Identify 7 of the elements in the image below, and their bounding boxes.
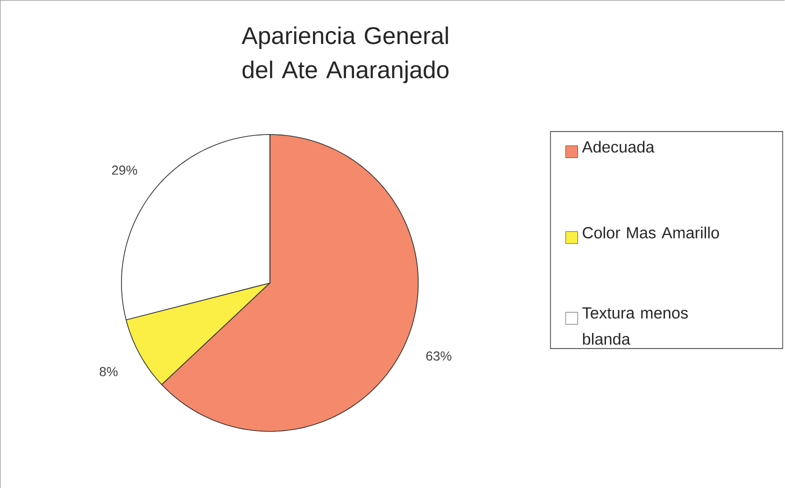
chart-title: Apariencia General del Ate Anaranjado	[242, 26, 448, 84]
data-label: 63%	[426, 351, 452, 361]
legend-label: Textura menos blanda	[582, 307, 688, 345]
data-label: 29%	[112, 165, 138, 175]
legend-label: Adecuada	[582, 140, 654, 153]
data-label: 8%	[100, 366, 118, 376]
legend-label: Color Mas Amarillo	[582, 226, 719, 238]
